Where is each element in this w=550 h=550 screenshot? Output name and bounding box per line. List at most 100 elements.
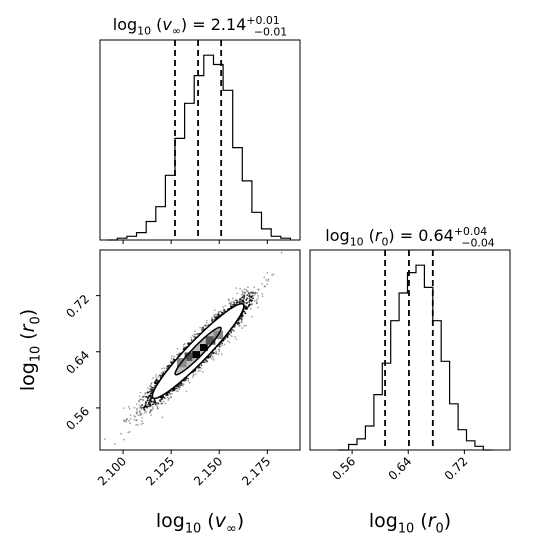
scatter-point <box>185 390 188 393</box>
scatter-point <box>140 423 143 425</box>
scatter-point <box>246 297 249 300</box>
scatter-point <box>204 324 207 327</box>
scatter-point <box>135 411 138 414</box>
scatter-point <box>214 314 217 317</box>
scatter-point <box>250 291 252 294</box>
scatter-point <box>210 358 213 360</box>
scatter-point <box>257 295 260 297</box>
scatter-point <box>206 360 209 363</box>
scatter-point <box>221 342 224 345</box>
scatter-point <box>243 288 246 291</box>
scatter-point <box>271 274 273 277</box>
scatter-point <box>176 348 179 350</box>
scatter-point <box>236 301 239 303</box>
scatter-point <box>142 396 145 398</box>
title-r0: log10 (r0) = 0.64+0.04 −0.04 <box>325 225 494 250</box>
scatter-point <box>160 402 163 405</box>
scatter-point <box>148 385 151 388</box>
scatter-point <box>250 303 253 305</box>
scatter-point <box>173 355 176 358</box>
scatter-point <box>227 298 230 301</box>
scatter-point <box>168 397 170 400</box>
scatter-point <box>127 405 130 408</box>
scatter-point <box>166 367 168 370</box>
scatter-point <box>194 330 196 333</box>
scatter-point <box>236 292 239 295</box>
scatter-point <box>213 315 216 318</box>
scatter-point <box>160 402 163 404</box>
scatter-point <box>261 295 264 298</box>
scatter-point <box>175 390 178 392</box>
scatter-point <box>248 303 251 306</box>
scatter-point <box>190 337 193 339</box>
scatter-point <box>158 399 161 402</box>
scatter-point <box>143 409 146 411</box>
scatter-point <box>172 389 175 392</box>
scatter-point <box>194 373 197 375</box>
scatter-point <box>120 432 122 435</box>
scatter-point <box>264 285 267 288</box>
scatter-point <box>215 350 218 353</box>
scatter-point <box>223 308 226 311</box>
scatter-point <box>212 356 214 359</box>
scatter-point <box>236 299 238 302</box>
scatter-point <box>123 420 126 423</box>
scatter-point <box>135 403 138 405</box>
scatter-point <box>240 320 243 323</box>
scatter-point <box>139 412 142 415</box>
scatter-point <box>140 413 143 415</box>
scatter-point <box>240 301 243 303</box>
scatter-point <box>191 334 194 337</box>
scatter-point <box>157 403 160 405</box>
scatter-point <box>224 304 227 307</box>
scatter-point <box>257 288 260 291</box>
scatter-point <box>257 297 259 300</box>
scatter-point <box>241 291 244 294</box>
scatter-point <box>213 313 215 316</box>
scatter-point <box>141 404 144 407</box>
scatter-point <box>267 278 270 281</box>
scatter-point <box>245 288 247 291</box>
scatter-point <box>152 407 154 410</box>
scatter-point <box>155 402 158 404</box>
scatter-point <box>241 289 244 292</box>
scatter-point <box>154 403 157 406</box>
scatter-point <box>238 324 241 327</box>
scatter-point <box>167 399 170 401</box>
scatter-point <box>140 408 143 410</box>
scatter-point <box>205 319 208 322</box>
scatter-point <box>201 329 203 331</box>
scatter-point <box>213 315 216 318</box>
scatter-point <box>228 301 231 304</box>
scatter-point <box>234 336 236 338</box>
scatter-point <box>252 297 255 300</box>
scatter-point <box>164 397 166 400</box>
scatter-point <box>139 413 142 416</box>
joint-plot-area <box>104 251 283 445</box>
scatter-point <box>215 353 218 355</box>
scatter-point <box>149 399 152 402</box>
scatter-point <box>144 392 147 394</box>
scatter-point <box>244 291 247 294</box>
scatter-point <box>153 401 156 404</box>
scatter-point <box>242 300 244 303</box>
scatter-point <box>218 310 221 313</box>
scatter-point <box>243 301 246 304</box>
scatter-point <box>221 311 224 314</box>
scatter-point <box>248 297 251 300</box>
scatter-point <box>191 376 194 378</box>
scatter-point <box>138 395 141 398</box>
scatter-point <box>192 373 195 376</box>
scatter-point <box>231 297 234 300</box>
scatter-point <box>243 325 246 327</box>
scatter-point <box>254 292 256 294</box>
scatter-point <box>145 411 148 413</box>
scatter-point <box>151 388 154 391</box>
scatter-point <box>146 405 148 408</box>
scatter-point <box>188 381 191 384</box>
scatter-point <box>201 327 203 329</box>
scatter-point <box>182 384 184 387</box>
scatter-point <box>133 406 136 409</box>
scatter-point <box>241 293 244 296</box>
